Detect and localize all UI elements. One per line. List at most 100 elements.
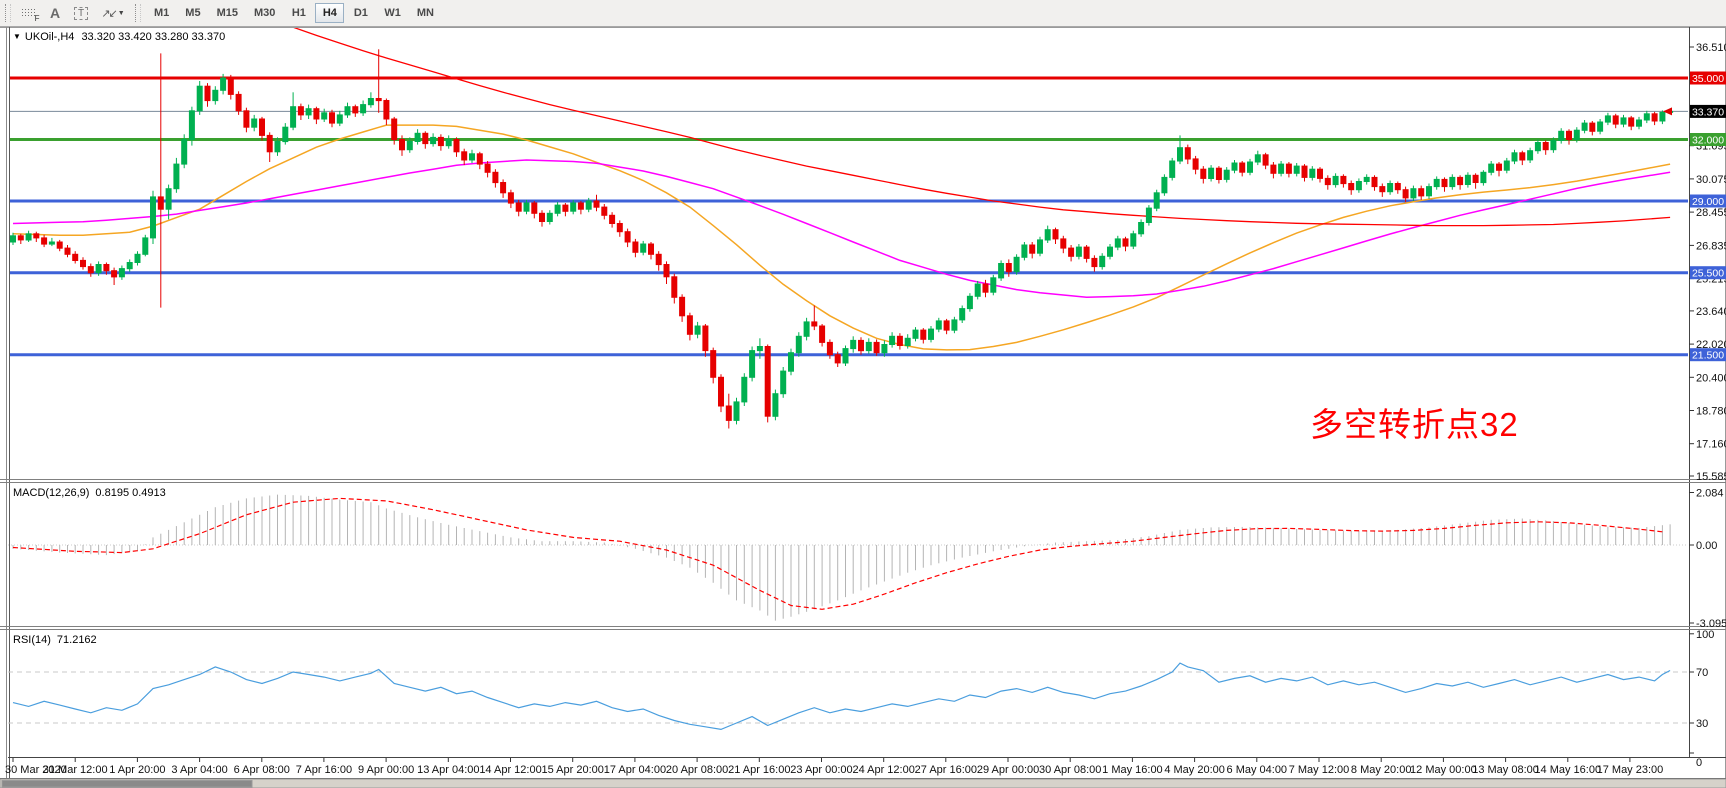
rsi-pane[interactable]: 100 70 30 0 <box>8 629 1714 769</box>
date-tick-label: 13 May 08:00 <box>1472 764 1539 776</box>
price-tick-label: 26.835 <box>1696 240 1726 252</box>
rsi-tick-label: 0 <box>1696 757 1702 769</box>
symbol-ohlc-values: 33.320 33.420 33.280 33.370 <box>81 31 226 43</box>
date-tick-label: 3 Apr 04:00 <box>171 764 227 776</box>
date-tick-label: 21 Apr 16:00 <box>728 764 790 776</box>
price-tick-label: 15.585 <box>1696 471 1726 483</box>
macd-indicator-label: MACD(12,26,9) 0.8195 0.4913 <box>13 487 166 499</box>
symbol-label: UKOil-,H4 <box>24 31 75 43</box>
price-tick-label: 28.455 <box>1696 207 1726 219</box>
toolbar-grip[interactable] <box>5 4 11 22</box>
price-tick-label: 17.160 <box>1696 439 1726 451</box>
price-tick-label: 18.780 <box>1696 405 1726 417</box>
date-tick-label: 1 May 16:00 <box>1102 764 1163 776</box>
chevron-down-icon[interactable]: ▼ <box>117 9 125 17</box>
price-tick-label: 36.510 <box>1696 42 1726 54</box>
date-tick-label: 17 May 23:00 <box>1597 764 1664 776</box>
symbol-dropdown-icon[interactable]: ▼ <box>13 32 21 41</box>
horizontal-scrollbar[interactable] <box>0 778 1726 788</box>
ma-red <box>293 28 1671 227</box>
ma-magenta <box>12 159 1671 299</box>
price-badge-35.000 <box>1690 71 1726 85</box>
annotation-text: 多空转折点32 <box>1310 406 1519 443</box>
price-axis[interactable]: 36.51031.69530.07528.45526.83525.21523.6… <box>1689 42 1726 483</box>
timeframe-button-m1[interactable]: M1 <box>147 3 176 23</box>
timeframe-button-mn[interactable]: MN <box>410 3 441 23</box>
ma-orange <box>12 124 1671 351</box>
price-badge-33.370 <box>1690 104 1726 118</box>
arrow-tools-button[interactable]: ↗↙ ▼ <box>94 2 132 24</box>
date-tick-label: 15 Apr 20:00 <box>542 764 604 776</box>
macd-signal-line <box>12 497 1663 610</box>
level-lines <box>10 76 1688 357</box>
arrow-tools-icon: ↗↙ <box>101 7 118 20</box>
date-tick-label: 30 Mar 2020 <box>5 764 67 776</box>
toolbar: F A T ↗↙ ▼ M1 M5 M15 M30 H1 H4 D1 W1 MN <box>0 0 1726 27</box>
price-tick-label: 20.400 <box>1696 372 1726 384</box>
date-tick-label: 7 May 12:00 <box>1289 764 1350 776</box>
timeframe-button-m30[interactable]: M30 <box>247 3 282 23</box>
timeframe-button-m5[interactable]: M5 <box>178 3 207 23</box>
rsi-name: RSI(14) <box>13 634 51 646</box>
price-badge-32.000 <box>1690 133 1726 146</box>
text-label-icon: T <box>73 6 89 20</box>
date-tick-label: 13 Apr 04:00 <box>417 764 479 776</box>
timeframe-button-h4[interactable]: H4 <box>315 3 345 23</box>
text-label-tool-button[interactable]: T <box>68 2 94 24</box>
price-badge-label: 21.500 <box>1692 350 1724 362</box>
date-tick-label: 1 Apr 20:00 <box>109 764 165 776</box>
symbol-bar[interactable]: ▼ UKOil-,H4 33.320 33.420 33.280 33.370 <box>13 31 225 43</box>
date-tick-label: 31 Mar 12:00 <box>43 764 108 776</box>
price-badge-label: 33.370 <box>1692 106 1724 118</box>
date-tick-label: 14 May 16:00 <box>1534 764 1601 776</box>
date-tick-label: 6 Apr 08:00 <box>234 764 290 776</box>
text-tool-button[interactable]: A <box>42 2 68 24</box>
price-badge-label: 35.000 <box>1692 73 1724 85</box>
rsi-tick-label: 70 <box>1696 667 1708 679</box>
timeframe-button-m15[interactable]: M15 <box>210 3 245 23</box>
price-badge-label: 29.000 <box>1692 196 1724 208</box>
timeframe-button-d1[interactable]: D1 <box>346 3 375 23</box>
date-tick-label: 27 Apr 16:00 <box>915 764 977 776</box>
date-tick-label: 9 Apr 00:00 <box>358 764 414 776</box>
price-tick-label: 30.075 <box>1696 174 1726 186</box>
date-tick-label: 7 Apr 16:00 <box>296 764 352 776</box>
price-tick-label: 22.020 <box>1696 339 1726 351</box>
date-tick-label: 14 Apr 12:00 <box>479 764 541 776</box>
date-tick-label: 12 May 00:00 <box>1410 764 1477 776</box>
date-tick-label: 23 Apr 00:00 <box>790 764 852 776</box>
price-badge-label: 32.000 <box>1692 134 1724 146</box>
price-badge-29.000 <box>1690 194 1726 208</box>
date-tick-label: 29 Apr 00:00 <box>977 764 1039 776</box>
price-badge-label: 25.500 <box>1692 268 1724 280</box>
pane-borders <box>0 27 1726 788</box>
fibonacci-tool-button[interactable]: F <box>16 2 42 24</box>
timeframes-grip[interactable] <box>135 4 141 22</box>
timeframe-button-w1[interactable]: W1 <box>377 3 408 23</box>
last-price-marker-icon <box>1663 107 1672 116</box>
date-tick-label: 30 Apr 08:00 <box>1039 764 1101 776</box>
candles <box>10 49 1674 429</box>
date-tick-label: 17 Apr 04:00 <box>604 764 666 776</box>
scrollbar-thumb[interactable] <box>1 780 253 788</box>
macd-tick-label: 0.00 <box>1696 540 1717 552</box>
macd-pane[interactable]: 2.084 0.00 -3.0957 <box>8 487 1726 630</box>
price-tick-label: 23.640 <box>1696 306 1726 318</box>
date-tick-label: 24 Apr 12:00 <box>852 764 914 776</box>
rsi-tick-label: 30 <box>1696 718 1708 730</box>
rsi-value: 71.2162 <box>56 634 97 646</box>
timeframe-button-h1[interactable]: H1 <box>284 3 313 23</box>
macd-tick-label: -3.0957 <box>1696 618 1726 630</box>
rsi-line <box>12 662 1671 731</box>
chart-background <box>0 27 1726 788</box>
date-tick-label: 6 May 04:00 <box>1227 764 1288 776</box>
text-icon: A <box>49 5 61 21</box>
macd-values: 0.8195 0.4913 <box>95 487 166 499</box>
fibonacci-icon: F <box>21 7 40 23</box>
date-tick-label: 4 May 20:00 <box>1164 764 1225 776</box>
timeframe-group: M1 M5 M15 M30 H1 H4 D1 W1 MN <box>146 3 442 23</box>
date-tick-label: 20 Apr 08:00 <box>666 764 728 776</box>
